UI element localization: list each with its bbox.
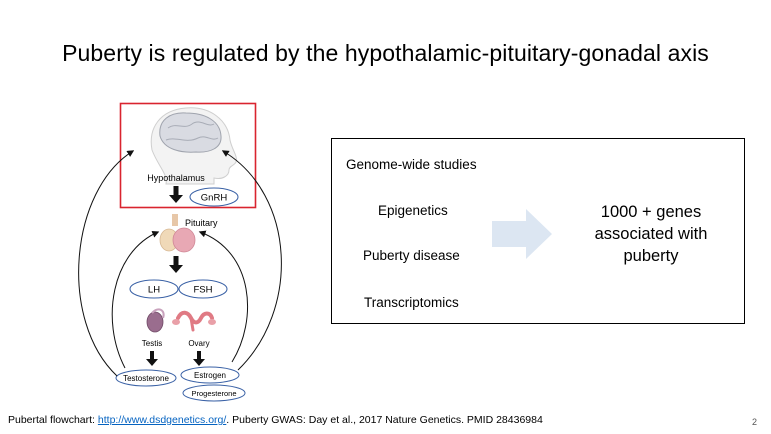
study-puberty-disease: Puberty disease xyxy=(363,248,460,263)
slide-title: Puberty is regulated by the hypothalamic… xyxy=(62,40,709,66)
down-arrow-ovary xyxy=(193,351,205,366)
ovary-icon xyxy=(172,310,216,332)
footer-suffix: . Puberty GWAS: Day et al., 2017 Nature … xyxy=(226,414,543,426)
feedback-arrow-inner-right xyxy=(198,230,248,363)
down-arrow-2 xyxy=(169,256,183,273)
lh-pill xyxy=(129,279,179,299)
footer-prefix: Pubertal flowchart: xyxy=(8,414,98,426)
progesterone-label: Progesterone xyxy=(191,389,236,398)
dsdgenetics-link[interactable]: http://www.dsdgenetics.org/ xyxy=(97,414,227,426)
page-number: 2 xyxy=(751,417,757,427)
study-epigenetics: Epigenetics xyxy=(378,203,448,218)
study-transcriptomics: Transcriptomics xyxy=(364,295,459,310)
feedback-arrow-outer-right xyxy=(221,150,282,371)
footer-citation: Pubertal flowchart: http://www.dsdgeneti… xyxy=(8,414,543,426)
testis-label: Testis xyxy=(142,339,162,348)
progesterone-pill xyxy=(182,384,246,402)
gnrh-label: GnRH xyxy=(201,193,228,204)
hypothalamus-highlight-box xyxy=(119,102,257,209)
down-arrow-testis xyxy=(146,351,158,366)
study-genome-wide: Genome-wide studies xyxy=(346,157,477,172)
testosterone-pill xyxy=(115,369,177,387)
fsh-label: FSH xyxy=(194,285,213,296)
feedback-arrow-outer-left xyxy=(78,150,135,377)
lh-label: LH xyxy=(148,285,160,296)
brain-icon xyxy=(159,112,222,153)
ovary-label: Ovary xyxy=(188,339,209,348)
right-arrow-icon xyxy=(492,209,552,259)
result-line-1: 1000 + genes xyxy=(600,203,702,221)
hypothalamus-label: Hypothalamus xyxy=(147,173,205,183)
result-line-2: associated with xyxy=(594,225,708,243)
pituitary-label: Pituitary xyxy=(185,218,218,228)
estrogen-label: Estrogen xyxy=(194,371,226,380)
studies-box: Genome-wide studies Epigenetics Puberty … xyxy=(331,138,745,324)
result-line-3: puberty xyxy=(623,247,679,265)
down-arrow-1 xyxy=(169,186,183,203)
testis-icon xyxy=(146,308,165,333)
pituitary-icon xyxy=(159,214,196,253)
fsh-pill xyxy=(178,279,228,299)
estrogen-pill xyxy=(180,366,240,384)
feedback-arrow-inner-left xyxy=(111,231,160,369)
gnrh-pill xyxy=(189,187,239,207)
testosterone-label: Testosterone xyxy=(123,374,169,383)
result-text: 1000 + genes associated with puberty xyxy=(566,201,736,267)
